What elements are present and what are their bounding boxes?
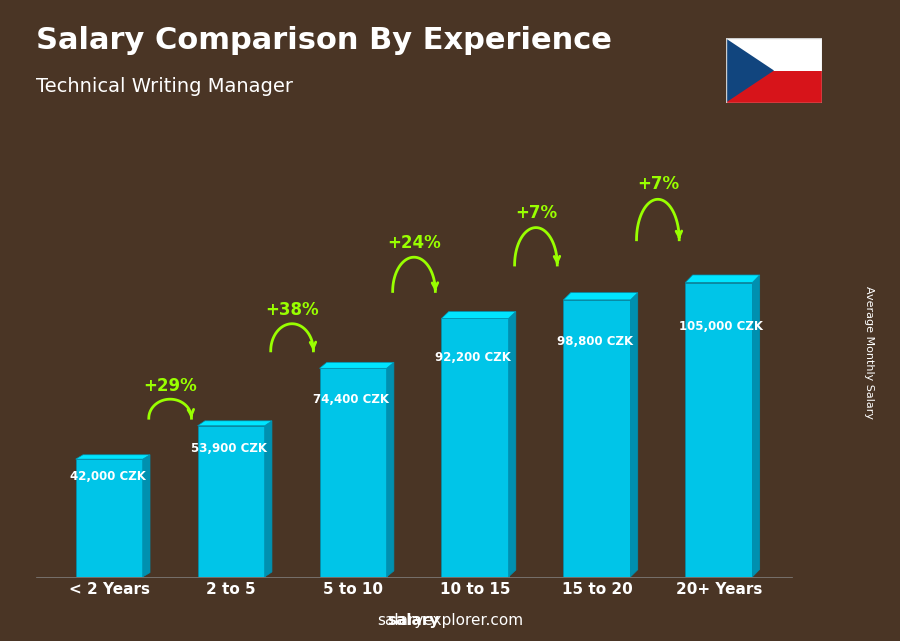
- Polygon shape: [726, 38, 774, 103]
- Text: Technical Writing Manager: Technical Writing Manager: [36, 77, 293, 96]
- Text: Average Monthly Salary: Average Monthly Salary: [863, 286, 874, 419]
- Text: salary: salary: [387, 613, 439, 628]
- Polygon shape: [630, 293, 638, 577]
- Text: 74,400 CZK: 74,400 CZK: [313, 393, 390, 406]
- Polygon shape: [752, 275, 760, 577]
- Polygon shape: [441, 319, 508, 577]
- Text: +29%: +29%: [143, 377, 197, 395]
- Polygon shape: [76, 454, 150, 459]
- Text: +7%: +7%: [515, 204, 557, 222]
- Text: 105,000 CZK: 105,000 CZK: [680, 320, 763, 333]
- Text: 42,000 CZK: 42,000 CZK: [69, 470, 146, 483]
- Polygon shape: [198, 426, 265, 577]
- Polygon shape: [563, 293, 638, 300]
- Polygon shape: [265, 421, 272, 577]
- Text: +7%: +7%: [637, 175, 679, 193]
- Text: 53,900 CZK: 53,900 CZK: [192, 442, 267, 455]
- Polygon shape: [726, 38, 822, 71]
- Polygon shape: [387, 362, 394, 577]
- Text: +38%: +38%: [266, 301, 319, 319]
- Polygon shape: [320, 369, 387, 577]
- Text: 92,200 CZK: 92,200 CZK: [436, 351, 511, 363]
- Polygon shape: [76, 459, 143, 577]
- Text: salaryexplorer.com: salaryexplorer.com: [377, 613, 523, 628]
- Polygon shape: [320, 362, 394, 369]
- Text: 98,800 CZK: 98,800 CZK: [557, 335, 634, 348]
- Polygon shape: [508, 312, 516, 577]
- Polygon shape: [685, 283, 752, 577]
- Polygon shape: [441, 312, 516, 319]
- Polygon shape: [685, 275, 760, 283]
- Text: Salary Comparison By Experience: Salary Comparison By Experience: [36, 26, 612, 54]
- Polygon shape: [563, 300, 630, 577]
- Polygon shape: [143, 454, 150, 577]
- Polygon shape: [726, 71, 822, 103]
- Polygon shape: [198, 421, 272, 426]
- Text: +24%: +24%: [387, 233, 441, 251]
